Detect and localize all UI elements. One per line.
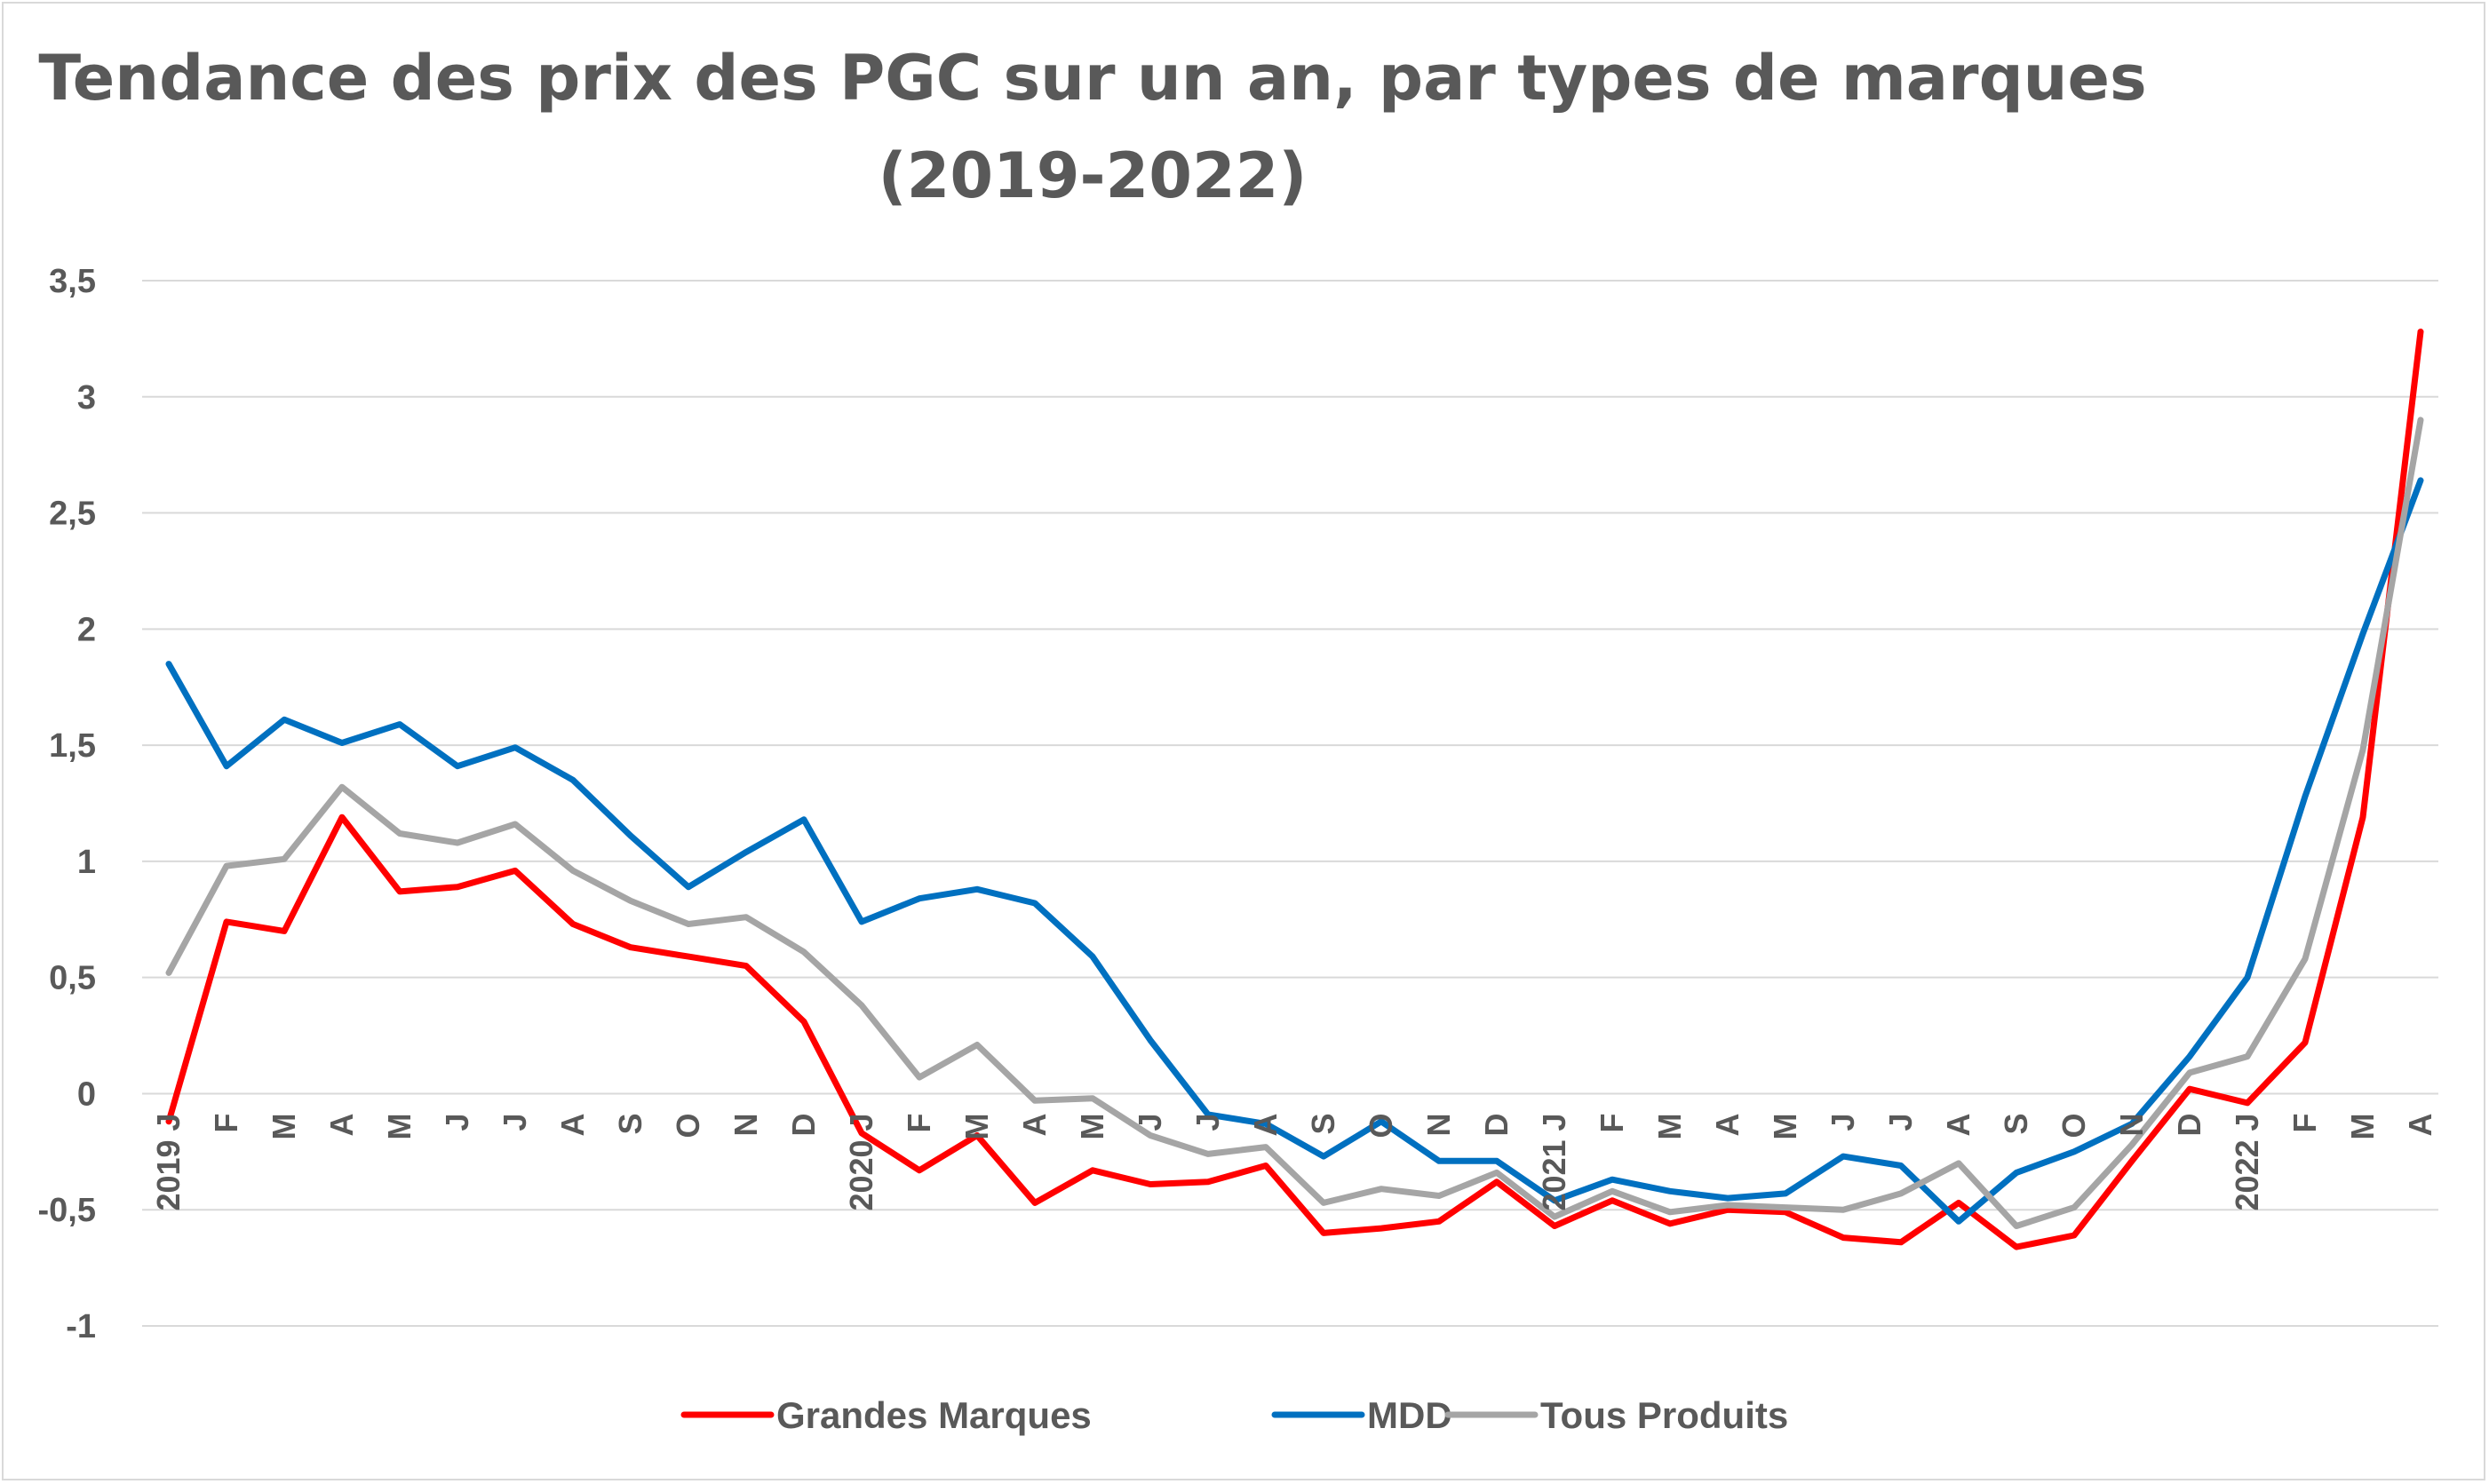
gridlines: [142, 280, 2438, 1327]
y-tick-label: 3,5: [49, 263, 96, 300]
y-axis-ticks: 3,5 3 2,5 2 1,5 1 0,5 0 -0,5 -1: [38, 263, 96, 1345]
x-tick-label: F: [208, 1113, 244, 1132]
x-tick-label: J: [1132, 1113, 1168, 1131]
x-axis-ticks: 2019 J F M A M J J A S O N D 2020 J F M A M J J A S O N D 2021 J…: [150, 1113, 2438, 1210]
y-tick-label: 0: [77, 1075, 96, 1113]
x-tick-label: D: [1478, 1113, 1515, 1136]
x-tick-label: A: [1247, 1113, 1284, 1136]
chart-subtitle: (2019-2022): [879, 139, 1308, 212]
x-tick-label: A: [1709, 1113, 1745, 1136]
legend-label: Tous Produits: [1540, 1394, 1788, 1436]
chart-title: Tendance des prix des PGC sur un an, par…: [38, 42, 2146, 115]
x-tick-label: M: [958, 1113, 995, 1139]
x-tick-label: O: [1363, 1113, 1399, 1138]
x-tick-label: D: [785, 1113, 822, 1136]
x-tick-label: M: [2344, 1113, 2381, 1139]
x-tick-label: F: [2286, 1113, 2323, 1132]
legend: Grandes Marques MDD Tous Produits: [680, 1394, 1788, 1436]
y-tick-label: 2: [77, 611, 96, 648]
series-line-grandes-marques: [165, 329, 2424, 1250]
legend-label: MDD: [1367, 1394, 1452, 1436]
x-tick-label: A: [1940, 1113, 1976, 1136]
x-tick-label: S: [1305, 1113, 1341, 1134]
x-tick-label: F: [901, 1113, 937, 1132]
series-lines: [165, 329, 2424, 1250]
x-tick-label: N: [1420, 1113, 1457, 1136]
x-tick-label: F: [1594, 1113, 1630, 1132]
x-tick-label: O: [2056, 1113, 2092, 1138]
x-tick-label: N: [2113, 1113, 2150, 1136]
x-tick-label: 2019 J: [150, 1113, 187, 1210]
x-tick-label: M: [1651, 1113, 1688, 1139]
x-tick-label: M: [1767, 1113, 1803, 1139]
x-tick-label: S: [612, 1113, 648, 1134]
x-tick-label: S: [1998, 1113, 2034, 1134]
y-tick-label: -1: [66, 1308, 96, 1345]
x-tick-label: 2020 J: [843, 1113, 879, 1210]
x-tick-label: J: [497, 1113, 533, 1131]
y-tick-label: 2,5: [49, 496, 96, 533]
x-tick-label: N: [728, 1113, 764, 1136]
y-tick-label: 1: [77, 844, 96, 881]
x-tick-label: M: [266, 1113, 302, 1139]
x-tick-label: A: [554, 1113, 591, 1136]
y-tick-label: 3: [77, 379, 96, 417]
x-tick-label: J: [1825, 1113, 1861, 1131]
y-tick-label: -0,5: [38, 1192, 96, 1229]
y-tick-label: 0,5: [49, 960, 96, 997]
x-tick-label: J: [439, 1113, 475, 1131]
x-tick-label: O: [670, 1113, 706, 1138]
x-tick-label: M: [1074, 1113, 1110, 1139]
series-line-mdd: [165, 477, 2424, 1225]
legend-label: Grandes Marques: [776, 1394, 1092, 1436]
x-tick-label: D: [2171, 1113, 2207, 1136]
x-tick-label: A: [2402, 1113, 2438, 1136]
x-tick-label: 2021 J: [1536, 1113, 1572, 1210]
x-tick-label: A: [323, 1113, 360, 1136]
x-tick-label: J: [1189, 1113, 1226, 1131]
series-line-tous-produits: [165, 417, 2424, 1229]
y-tick-label: 1,5: [49, 727, 96, 765]
x-tick-label: A: [1016, 1113, 1053, 1136]
x-tick-label: J: [1882, 1113, 1919, 1131]
x-tick-label: 2022 J: [2229, 1113, 2265, 1210]
x-tick-label: M: [381, 1113, 417, 1139]
